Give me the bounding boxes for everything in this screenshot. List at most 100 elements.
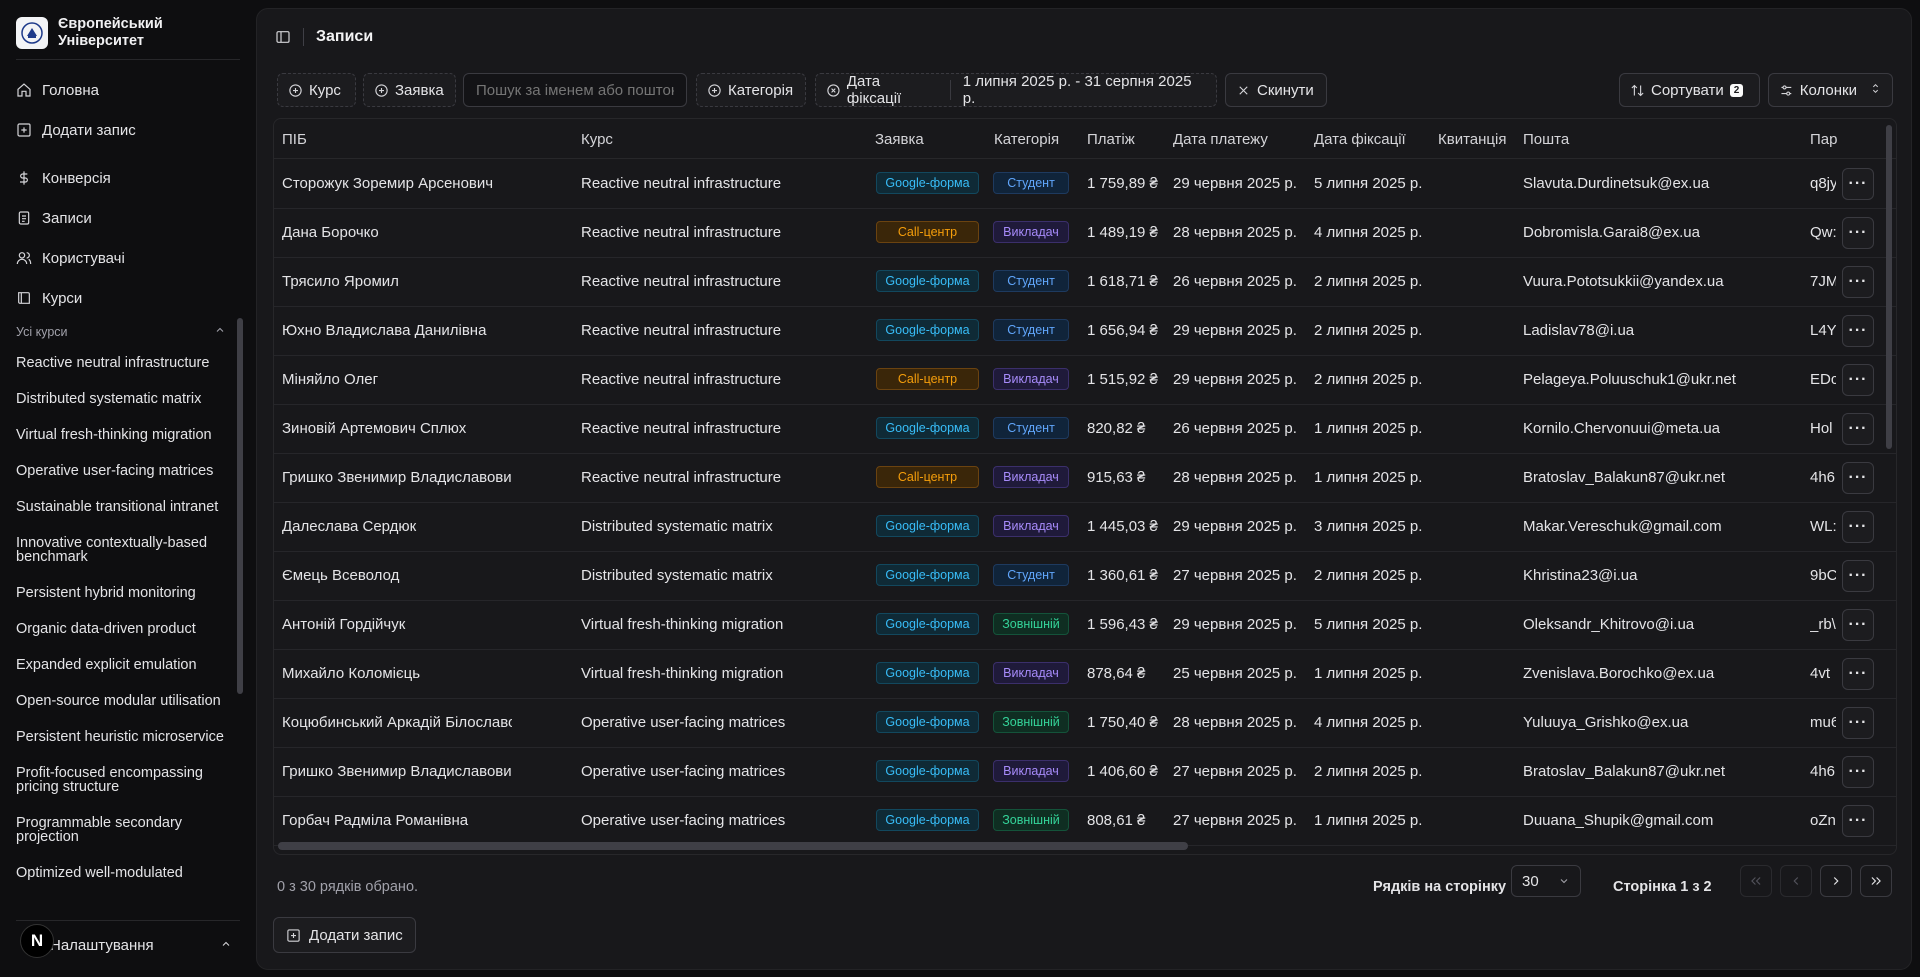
chevrons-updown-icon bbox=[1869, 82, 1882, 99]
cell-fix-date: 3 липня 2025 р. bbox=[1314, 518, 1423, 535]
column-header-name[interactable]: ПІБ bbox=[282, 131, 307, 148]
cell-fix-date: 4 липня 2025 р. bbox=[1314, 224, 1423, 241]
row-actions-button[interactable]: ··· bbox=[1842, 413, 1874, 445]
table-row[interactable]: Ємець Всеволод Distributed systematic mat… bbox=[274, 552, 1896, 601]
column-header-fix-date[interactable]: Дата фіксації bbox=[1314, 131, 1406, 148]
cell-payment: 1 406,60 ₴ bbox=[1087, 763, 1158, 780]
add-record-button[interactable]: Додати запис bbox=[273, 917, 416, 953]
filter-request-button[interactable]: Заявка bbox=[363, 73, 456, 107]
settings-button[interactable]: N Налаштування bbox=[20, 922, 232, 968]
n-logo-icon[interactable]: N bbox=[20, 924, 54, 958]
cell-par: Qw: bbox=[1810, 224, 1836, 241]
course-list-item[interactable]: Sustainable transitional intranet bbox=[16, 499, 219, 515]
course-list-item[interactable]: Optimized well-modulated bbox=[16, 865, 183, 881]
column-header-receipt[interactable]: Квитанція bbox=[1438, 131, 1507, 148]
cell-email: Dobromisla.Garai8@ex.ua bbox=[1523, 224, 1700, 241]
column-header-course[interactable]: Курс bbox=[581, 131, 613, 148]
course-list-item[interactable]: Organic data-driven product bbox=[16, 621, 196, 637]
table-row[interactable]: Михайло Коломієць Virtual fresh-thinking … bbox=[274, 650, 1896, 699]
sidebar-scrollbar[interactable] bbox=[237, 318, 243, 694]
nav-item-users[interactable]: Користувачі bbox=[8, 238, 240, 278]
column-header-payment[interactable]: Платіж bbox=[1087, 131, 1135, 148]
table-row[interactable]: Міняйло Олег Reactive neutral infrastruct… bbox=[274, 356, 1896, 405]
column-header-request[interactable]: Заявка bbox=[875, 131, 924, 148]
cell-payment-date: 27 червня 2025 р. bbox=[1173, 567, 1297, 584]
row-actions-button[interactable]: ··· bbox=[1842, 756, 1874, 788]
nav-item-records[interactable]: Записи bbox=[8, 198, 240, 238]
course-list-item[interactable]: Profit-focused encompassing pricing stru… bbox=[16, 765, 203, 795]
course-list-item[interactable]: Open-source modular utilisation bbox=[16, 693, 221, 709]
course-list-item[interactable]: Innovative contextually-based benchmark bbox=[16, 535, 208, 565]
row-actions-button[interactable]: ··· bbox=[1842, 805, 1874, 837]
table-row[interactable]: Горбач Радміла Романівна Operative user-f… bbox=[274, 797, 1896, 846]
cell-name: Коцюбинський Аркадій Білославович bbox=[282, 714, 512, 731]
cell-fix-date: 2 липня 2025 р. bbox=[1314, 763, 1423, 780]
table-row[interactable]: Коцюбинський Аркадій Білославович Operati… bbox=[274, 699, 1896, 748]
course-list-item[interactable]: Expanded explicit emulation bbox=[16, 657, 197, 673]
row-actions-button[interactable]: ··· bbox=[1842, 658, 1874, 690]
row-actions-button[interactable]: ··· bbox=[1842, 364, 1874, 396]
cell-course: Reactive neutral infrastructure bbox=[581, 273, 782, 290]
table-row[interactable]: Далеслава Сердюк Distributed systematic m… bbox=[274, 503, 1896, 552]
filter-category-button[interactable]: Категорія bbox=[696, 73, 806, 107]
row-actions-button[interactable]: ··· bbox=[1842, 217, 1874, 249]
cell-payment-date: 28 червня 2025 р. bbox=[1173, 714, 1297, 731]
filter-date-button[interactable]: Дата фіксації 1 липня 2025 р. - 31 серпн… bbox=[815, 73, 1217, 107]
sidebar-toggle-icon[interactable] bbox=[275, 29, 291, 45]
prev-page-button[interactable] bbox=[1780, 865, 1812, 897]
table-row[interactable]: Юхно Владислава Данилівна Reactive neutra… bbox=[274, 307, 1896, 356]
brand-name-line1: Європейський bbox=[58, 16, 163, 32]
nav-item-add-record[interactable]: Додати запис bbox=[8, 110, 240, 150]
nav-item-home[interactable]: Головна bbox=[8, 70, 240, 110]
last-page-button[interactable] bbox=[1860, 865, 1892, 897]
row-actions-button[interactable]: ··· bbox=[1842, 609, 1874, 641]
course-list-item[interactable]: Distributed systematic matrix bbox=[16, 391, 202, 407]
table-vertical-scrollbar[interactable] bbox=[1886, 125, 1892, 449]
courses-section-header[interactable]: Усі курси bbox=[16, 324, 226, 339]
cell-course: Virtual fresh-thinking migration bbox=[581, 665, 784, 682]
row-actions-button[interactable]: ··· bbox=[1842, 168, 1874, 200]
search-input[interactable] bbox=[463, 73, 687, 107]
column-header-category[interactable]: Категорія bbox=[994, 131, 1060, 148]
table-row[interactable]: Гришко Звенимир Владиславович Operative u… bbox=[274, 748, 1896, 797]
brand[interactable]: Європейський Університет bbox=[16, 16, 163, 50]
course-list-item[interactable]: Persistent heuristic microservice bbox=[16, 729, 224, 745]
row-actions-button[interactable]: ··· bbox=[1842, 462, 1874, 494]
sort-button[interactable]: Сортувати 2 bbox=[1619, 73, 1760, 107]
first-page-button[interactable] bbox=[1740, 865, 1772, 897]
table-row[interactable]: Трясило Яромил Reactive neutral infrastru… bbox=[274, 258, 1896, 307]
course-list-item[interactable]: Virtual fresh-thinking migration bbox=[16, 427, 212, 443]
column-header-email[interactable]: Пошта bbox=[1523, 131, 1570, 148]
row-actions-button[interactable]: ··· bbox=[1842, 560, 1874, 592]
table-horizontal-scrollbar[interactable] bbox=[278, 842, 1188, 850]
course-list-item[interactable]: Programmable secondary projection bbox=[16, 815, 183, 845]
table-row[interactable]: Зиновій Артемович Сплюх Reactive neutral … bbox=[274, 405, 1896, 454]
cell-email: Bratoslav_Balakun87@ukr.net bbox=[1523, 763, 1726, 780]
row-actions-button[interactable]: ··· bbox=[1842, 266, 1874, 298]
columns-button[interactable]: Колонки bbox=[1768, 73, 1893, 107]
cell-payment-date: 28 червня 2025 р. bbox=[1173, 469, 1297, 486]
column-header-payment-date[interactable]: Дата платежу bbox=[1173, 131, 1268, 148]
date-separator bbox=[949, 80, 951, 100]
nav-item-conversion[interactable]: Конверсія bbox=[8, 158, 240, 198]
row-actions-button[interactable]: ··· bbox=[1842, 707, 1874, 739]
course-list-item[interactable]: Operative user-facing matrices bbox=[16, 463, 214, 479]
filter-course-button[interactable]: Курс bbox=[277, 73, 356, 107]
cell-par: 4vt bbox=[1810, 665, 1831, 682]
table-row[interactable]: Сторожук Зоремир Арсенович Reactive neutr… bbox=[274, 160, 1896, 209]
row-actions-button[interactable]: ··· bbox=[1842, 315, 1874, 347]
page-indicator: Сторінка 1 з 2 bbox=[1613, 879, 1712, 895]
rows-per-page-select[interactable]: 30 bbox=[1511, 865, 1581, 897]
table-row[interactable]: Гришко Звенимир Владиславович Reactive ne… bbox=[274, 454, 1896, 503]
column-header-par[interactable]: Пар bbox=[1810, 131, 1838, 148]
reset-button[interactable]: Скинути bbox=[1225, 73, 1327, 107]
table-row[interactable]: Антоній Гордійчук Virtual fresh-thinking … bbox=[274, 601, 1896, 650]
table-row[interactable]: Дана Борочко Reactive neutral infrastruct… bbox=[274, 209, 1896, 258]
nav-item-label: Курси bbox=[42, 289, 83, 307]
row-actions-button[interactable]: ··· bbox=[1842, 511, 1874, 543]
nav-item-courses[interactable]: Курси bbox=[8, 278, 240, 318]
course-list-item[interactable]: Reactive neutral infrastructure bbox=[16, 355, 210, 371]
nav-item-label: Користувачі bbox=[42, 249, 125, 267]
course-list-item[interactable]: Persistent hybrid monitoring bbox=[16, 585, 196, 601]
next-page-button[interactable] bbox=[1820, 865, 1852, 897]
